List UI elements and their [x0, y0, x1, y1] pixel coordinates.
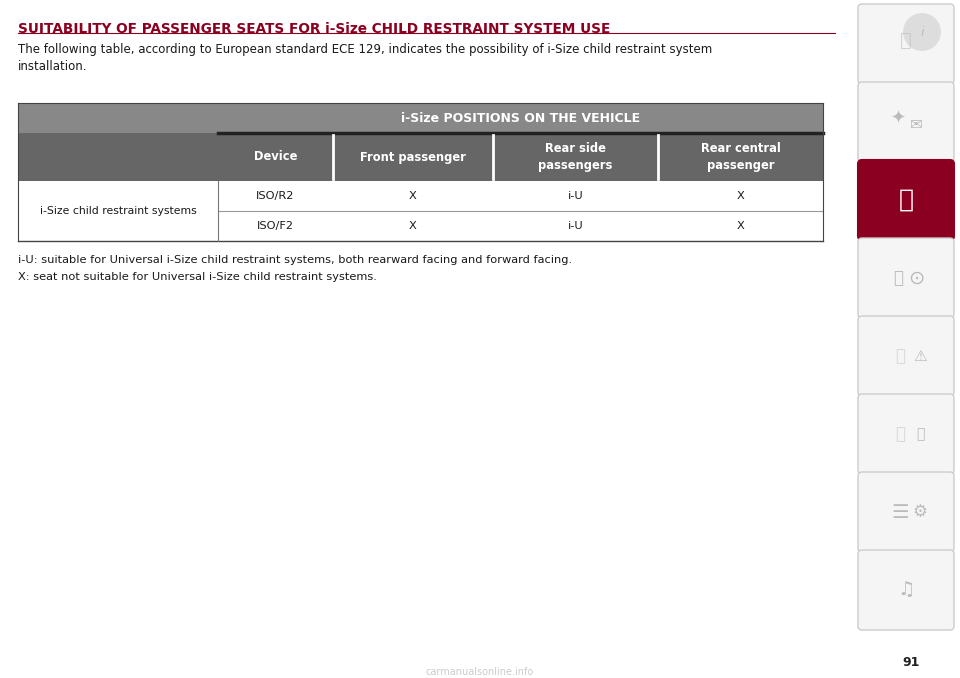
- Text: carmanualsonline.info: carmanualsonline.info: [426, 667, 534, 677]
- FancyBboxPatch shape: [858, 394, 954, 474]
- FancyBboxPatch shape: [858, 550, 954, 630]
- Text: 🔧: 🔧: [916, 427, 924, 441]
- Text: 🧑: 🧑: [899, 188, 914, 212]
- Bar: [18, 133, 218, 181]
- Text: ⚠: ⚠: [913, 348, 926, 363]
- Text: X: seat not suitable for Universal i-Size child restraint systems.: X: seat not suitable for Universal i-Siz…: [18, 272, 377, 282]
- Text: i-U: i-U: [567, 221, 584, 231]
- Text: 🚗: 🚗: [895, 347, 905, 365]
- Text: i-U: i-U: [567, 191, 584, 201]
- FancyBboxPatch shape: [858, 238, 954, 318]
- Text: 🔑: 🔑: [893, 269, 903, 287]
- Text: ⊙: ⊙: [908, 268, 924, 287]
- Text: ISO/F2: ISO/F2: [257, 221, 294, 231]
- Text: 🚗: 🚗: [895, 425, 905, 443]
- Text: ☰: ☰: [891, 502, 909, 521]
- Text: 🚗: 🚗: [900, 31, 912, 49]
- Text: Rear central
passenger: Rear central passenger: [701, 142, 780, 172]
- Text: X: X: [736, 221, 744, 231]
- Text: i: i: [921, 26, 924, 39]
- Text: Device: Device: [253, 151, 298, 163]
- FancyBboxPatch shape: [858, 4, 954, 84]
- Text: X: X: [736, 191, 744, 201]
- Bar: [18, 103, 218, 133]
- FancyBboxPatch shape: [858, 316, 954, 396]
- FancyBboxPatch shape: [858, 82, 954, 162]
- Text: X: X: [409, 191, 417, 201]
- Text: ✦: ✦: [891, 110, 905, 128]
- Text: SUITABILITY OF PASSENGER SEATS FOR i-Size CHILD RESTRAINT SYSTEM USE: SUITABILITY OF PASSENGER SEATS FOR i-Siz…: [18, 22, 611, 36]
- Text: ♫: ♫: [898, 580, 915, 599]
- Bar: [218, 133, 823, 181]
- Text: ⚙: ⚙: [913, 503, 927, 521]
- FancyBboxPatch shape: [858, 160, 954, 240]
- Text: X: X: [409, 221, 417, 231]
- Text: Rear side
passengers: Rear side passengers: [539, 142, 612, 172]
- Bar: [18, 181, 823, 241]
- Text: ISO/R2: ISO/R2: [256, 191, 295, 201]
- Text: ✉: ✉: [910, 117, 923, 132]
- Text: 91: 91: [902, 656, 920, 669]
- Bar: [218, 103, 823, 133]
- Text: i-Size POSITIONS ON THE VEHICLE: i-Size POSITIONS ON THE VEHICLE: [401, 111, 640, 125]
- Text: Front passenger: Front passenger: [360, 151, 466, 163]
- FancyBboxPatch shape: [858, 472, 954, 552]
- Text: The following table, according to European standard ECE 129, indicates the possi: The following table, according to Europe…: [18, 43, 712, 73]
- Text: i-Size child restraint systems: i-Size child restraint systems: [39, 206, 197, 216]
- Text: i-U: suitable for Universal i-Size child restraint systems, both rearward facing: i-U: suitable for Universal i-Size child…: [18, 255, 572, 265]
